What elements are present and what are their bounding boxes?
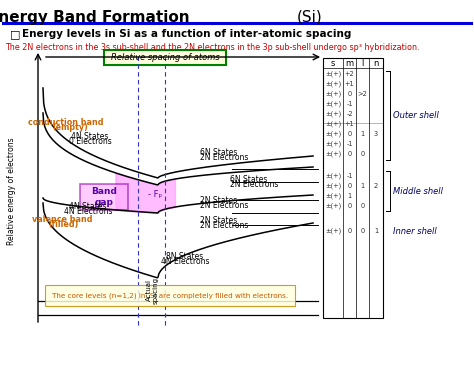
Text: 2N Electrons: 2N Electrons (200, 221, 248, 230)
Text: 6N States: 6N States (230, 175, 267, 184)
Text: +1: +1 (345, 81, 354, 87)
Text: Relative energy of electrons: Relative energy of electrons (8, 138, 17, 245)
Text: 1: 1 (347, 193, 352, 199)
Text: ±(+): ±(+) (325, 71, 341, 77)
Text: 1: 1 (360, 183, 365, 189)
Text: 2N Electrons: 2N Electrons (200, 153, 248, 162)
Text: valence band: valence band (32, 215, 92, 224)
Text: 0: 0 (360, 228, 365, 234)
Text: ±(+): ±(+) (325, 173, 341, 179)
Bar (80, 184, 128, 210)
Text: ±(+): ±(+) (325, 131, 341, 137)
Text: s: s (331, 59, 335, 68)
Text: Energy levels in Si as a function of inter-atomic spacing: Energy levels in Si as a function of int… (22, 29, 351, 39)
Text: +2: +2 (345, 71, 355, 77)
Text: ±(+): ±(+) (325, 203, 341, 209)
Text: Energy Band Formation: Energy Band Formation (0, 10, 195, 25)
Text: 0: 0 (347, 131, 352, 137)
Text: -1: -1 (346, 101, 353, 107)
Text: n: n (374, 59, 379, 68)
Text: 0: 0 (347, 228, 352, 234)
Text: □: □ (10, 29, 20, 39)
Text: 3: 3 (374, 131, 378, 137)
Text: ±(+): ±(+) (325, 101, 341, 107)
Text: -2: -2 (346, 111, 353, 117)
Text: Relative spacing of atoms: Relative spacing of atoms (110, 53, 219, 62)
Text: ±(+): ±(+) (325, 111, 341, 117)
Text: 2N States: 2N States (200, 196, 237, 205)
Text: 6N States: 6N States (200, 148, 237, 157)
Text: l: l (361, 59, 364, 68)
Text: -1: -1 (346, 141, 353, 147)
Text: 4N Electrons: 4N Electrons (64, 207, 112, 216)
Text: 4N States: 4N States (71, 132, 109, 141)
Text: 2N Electrons: 2N Electrons (200, 201, 248, 210)
Text: Inner shell: Inner shell (393, 226, 437, 235)
FancyBboxPatch shape (104, 50, 226, 65)
Text: 0: 0 (347, 183, 352, 189)
Text: 0 Electrons: 0 Electrons (69, 137, 111, 146)
Text: - Fₚ: - Fₚ (148, 191, 162, 200)
Text: 2: 2 (374, 183, 378, 189)
Text: 0: 0 (347, 91, 352, 97)
Text: 1: 1 (360, 131, 365, 137)
Text: Outer shell: Outer shell (393, 111, 439, 120)
Text: The core levels (n=1,2) in  Si are completely filled with electrons.: The core levels (n=1,2) in Si are comple… (52, 292, 288, 299)
Text: 0: 0 (360, 203, 365, 209)
Text: ±(+): ±(+) (325, 81, 341, 87)
Text: 0: 0 (360, 151, 365, 157)
Text: ±(+): ±(+) (325, 151, 341, 157)
Text: ±(+): ±(+) (325, 193, 341, 199)
Text: 4N States: 4N States (69, 202, 107, 211)
Text: 8N States: 8N States (166, 252, 204, 261)
Text: The 2N electrons in the 3s sub-shell and the 2N electrons in the 3p sub-shell un: The 2N electrons in the 3s sub-shell and… (5, 43, 419, 52)
Text: (empty): (empty) (52, 123, 88, 132)
Text: 0: 0 (347, 151, 352, 157)
Bar (323, 58, 383, 318)
Text: Actual
spacing: Actual spacing (146, 276, 159, 304)
Text: +1: +1 (345, 121, 354, 127)
Text: 0: 0 (347, 203, 352, 209)
Text: 2N Electrons: 2N Electrons (230, 180, 278, 189)
Text: conduction band: conduction band (28, 118, 104, 127)
Text: (filled): (filled) (49, 220, 79, 229)
Text: (Si): (Si) (297, 10, 323, 25)
Text: ±(+): ±(+) (325, 121, 341, 127)
Text: Band
gap: Band gap (91, 187, 117, 207)
Text: 2N States: 2N States (200, 216, 237, 225)
Text: 1: 1 (374, 228, 378, 234)
Text: ±(+): ±(+) (325, 228, 341, 234)
Text: 4N Electrons: 4N Electrons (161, 257, 209, 266)
Text: -1: -1 (346, 173, 353, 179)
Text: >2: >2 (357, 91, 367, 97)
Text: m: m (346, 59, 354, 68)
Text: ±(+): ±(+) (325, 91, 341, 97)
Text: ±(+): ±(+) (325, 183, 341, 189)
Text: Middle shell: Middle shell (393, 186, 443, 195)
Text: ±(+): ±(+) (325, 141, 341, 147)
